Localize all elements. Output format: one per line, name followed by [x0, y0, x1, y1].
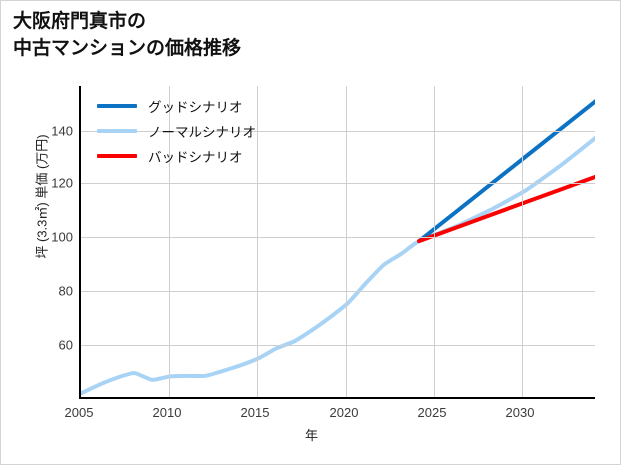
- gridline-x-2020: [346, 86, 347, 397]
- line-normal-scenario: [81, 135, 595, 396]
- x-axis-ticks: 2005 2010 2015 2020 2025 2030: [65, 405, 595, 425]
- gridline-y-140: [81, 131, 595, 132]
- y-tick-60: 60: [58, 337, 73, 353]
- series-lines: [81, 99, 595, 396]
- y-tick-140: 140: [51, 123, 73, 139]
- legend-swatch-bad: [97, 153, 137, 158]
- gridline-y-60: [81, 345, 595, 346]
- x-tick-2025: 2025: [417, 405, 447, 420]
- gridline-y-80: [81, 291, 595, 292]
- legend: グッドシナリオ ノーマルシナリオ バッドシナリオ: [97, 93, 297, 168]
- line-good-scenario: [417, 99, 595, 244]
- y-tick-80: 80: [58, 283, 73, 299]
- legend-label-bad: バッドシナリオ: [148, 149, 243, 165]
- y-tick-100: 100: [51, 229, 73, 245]
- y-axis-ticks: 140 120 100 80 60: [1, 86, 79, 399]
- line-bad-scenario: [417, 174, 595, 244]
- y-axis-label: 坪 (3.3㎡) 単価 (万円): [34, 134, 50, 259]
- legend-item-normal: ノーマルシナリオ: [97, 118, 297, 143]
- y-tick-120: 120: [51, 175, 73, 191]
- legend-item-good: グッドシナリオ: [97, 93, 297, 118]
- legend-label-normal: ノーマルシナリオ: [148, 124, 256, 140]
- legend-item-bad: バッドシナリオ: [97, 143, 297, 168]
- gridline-x-2010: [169, 86, 170, 397]
- x-tick-2005: 2005: [64, 405, 94, 420]
- legend-swatch-normal: [97, 128, 137, 133]
- plot-area: [79, 86, 595, 399]
- x-tick-2020: 2020: [329, 405, 359, 420]
- x-tick-2010: 2010: [152, 405, 182, 420]
- legend-swatch-good: [97, 103, 137, 108]
- x-tick-2015: 2015: [240, 405, 270, 420]
- x-axis-label: 年: [304, 428, 318, 443]
- gridline-x-2025: [434, 86, 435, 397]
- gridline-x-2015: [257, 86, 258, 397]
- gridline-y-100: [81, 237, 595, 238]
- legend-label-good: グッドシナリオ: [148, 99, 243, 115]
- gridline-x-2030: [522, 86, 523, 397]
- page-title: 大阪府門真市の 中古マンションの価格推移: [13, 11, 242, 59]
- plot-inner: [81, 86, 595, 397]
- x-tick-2030: 2030: [505, 405, 535, 420]
- gridline-y-120: [81, 183, 595, 184]
